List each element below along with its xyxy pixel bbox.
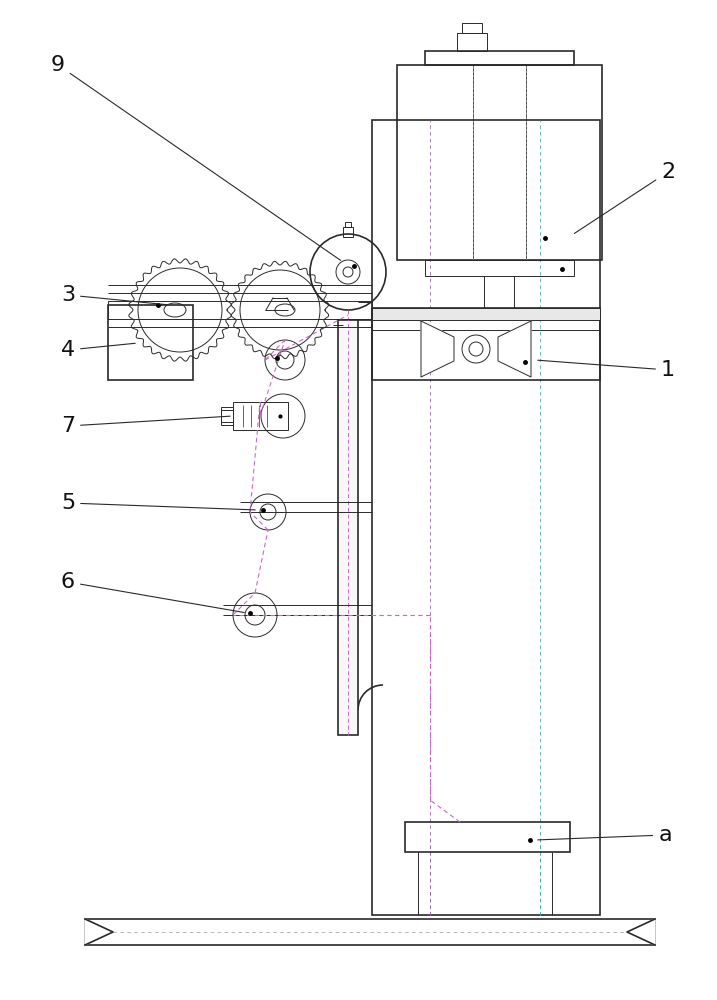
Bar bbox=[425, 51, 574, 65]
Polygon shape bbox=[498, 321, 531, 377]
Bar bbox=[405, 822, 570, 852]
Bar bbox=[462, 23, 482, 33]
Bar bbox=[372, 120, 600, 915]
Bar bbox=[221, 407, 233, 425]
Bar bbox=[108, 301, 372, 319]
Text: 1: 1 bbox=[538, 360, 675, 380]
Bar bbox=[372, 308, 600, 380]
Bar bbox=[345, 222, 351, 227]
Text: 6: 6 bbox=[61, 572, 244, 613]
Bar bbox=[108, 305, 193, 380]
Bar bbox=[425, 260, 574, 276]
Text: 5: 5 bbox=[61, 493, 255, 513]
Bar bbox=[343, 227, 353, 237]
Text: 9: 9 bbox=[51, 55, 341, 260]
Bar bbox=[372, 308, 600, 320]
Bar bbox=[85, 919, 655, 945]
Bar bbox=[397, 65, 602, 260]
Bar bbox=[338, 320, 358, 735]
Text: 3: 3 bbox=[61, 285, 167, 305]
Text: 2: 2 bbox=[574, 162, 675, 233]
Bar bbox=[233, 402, 288, 430]
Polygon shape bbox=[85, 919, 113, 945]
Text: 4: 4 bbox=[61, 340, 136, 360]
Text: a: a bbox=[538, 825, 672, 845]
Text: 7: 7 bbox=[61, 416, 230, 436]
Bar bbox=[457, 33, 487, 51]
Polygon shape bbox=[627, 919, 655, 945]
Polygon shape bbox=[421, 321, 454, 377]
